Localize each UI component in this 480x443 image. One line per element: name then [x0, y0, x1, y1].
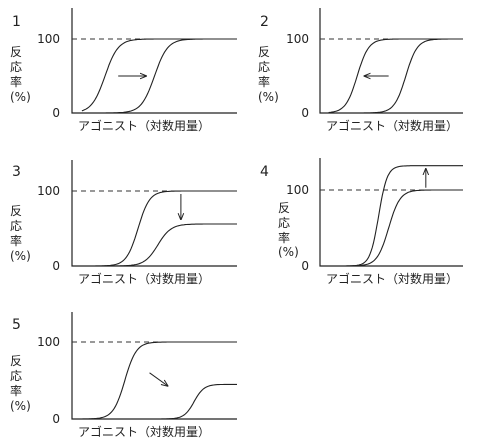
panel-number: 4 [260, 164, 269, 180]
axes [71, 8, 237, 114]
y-axis-label-1: 反 [10, 204, 22, 218]
panel-2: 2 100 0 反応率(%) アゴニスト（対数用量） [258, 8, 463, 133]
tick-label-100: 100 [37, 184, 60, 198]
tick-label-0: 0 [52, 412, 60, 426]
axes [71, 312, 237, 420]
y-axis-label-4: (%) [258, 90, 279, 104]
y-axis-label-2: 応 [10, 369, 22, 383]
panel-number: 2 [260, 14, 269, 30]
axes [71, 160, 237, 267]
panel-number: 5 [12, 317, 21, 333]
y-axis-label-1: 反 [10, 354, 22, 368]
y-axis-label-3: 率 [10, 383, 22, 398]
shift-arrow [149, 372, 168, 386]
tick-label-0: 0 [301, 106, 309, 120]
curve-2 [328, 189, 463, 267]
curve-2 [81, 223, 237, 267]
panel-5: 5 100 0 反応率(%) アゴニスト（対数用量） [10, 312, 237, 439]
curve-1 [81, 38, 237, 112]
y-axis-label-1: 反 [278, 201, 290, 215]
y-axis-label-1: 反 [10, 45, 22, 59]
y-axis-label-1: 反 [258, 45, 270, 59]
y-axis-label-3: 率 [258, 74, 270, 89]
curve-1 [81, 190, 237, 267]
y-axis-label-4: (%) [278, 245, 299, 259]
panel-number: 3 [12, 164, 21, 180]
y-axis-label-2: 応 [10, 219, 22, 233]
y-axis-label-2: 応 [278, 216, 290, 230]
y-axis-label-3: 率 [10, 74, 22, 89]
curve-2 [328, 38, 463, 114]
panel-1: 1 100 0 反応率(%) アゴニスト（対数用量） [10, 8, 237, 133]
y-axis-label-4: (%) [10, 249, 31, 263]
curve-1 [328, 165, 463, 267]
tick-label-100: 100 [37, 32, 60, 46]
x-axis-label: アゴニスト（対数用量） [326, 271, 458, 286]
tick-label-100: 100 [286, 183, 309, 197]
y-axis-label-4: (%) [10, 399, 31, 413]
tick-label-100: 100 [37, 335, 60, 349]
curve-2 [81, 38, 237, 114]
tick-label-100: 100 [286, 32, 309, 46]
axes [319, 8, 463, 114]
x-axis-label: アゴニスト（対数用量） [326, 118, 458, 133]
y-axis-label-2: 応 [10, 60, 22, 74]
y-axis-label-3: 率 [278, 230, 290, 245]
y-axis-label-2: 応 [258, 60, 270, 74]
y-axis-label-4: (%) [10, 90, 31, 104]
tick-label-0: 0 [52, 106, 60, 120]
panel-3: 3 100 0 反応率(%) アゴニスト（対数用量） [10, 160, 237, 286]
panel-number: 1 [12, 14, 21, 30]
x-axis-label: アゴニスト（対数用量） [78, 118, 210, 133]
tick-label-0: 0 [52, 259, 60, 273]
axes [319, 158, 463, 267]
curve-2 [81, 383, 237, 420]
curve-1 [81, 341, 237, 420]
panel-4: 4 100 0 反応率(%) アゴニスト（対数用量） [260, 158, 463, 286]
y-axis-label-3: 率 [10, 233, 22, 248]
x-axis-label: アゴニスト（対数用量） [78, 271, 210, 286]
x-axis-label: アゴニスト（対数用量） [78, 424, 210, 439]
tick-label-0: 0 [301, 259, 309, 273]
